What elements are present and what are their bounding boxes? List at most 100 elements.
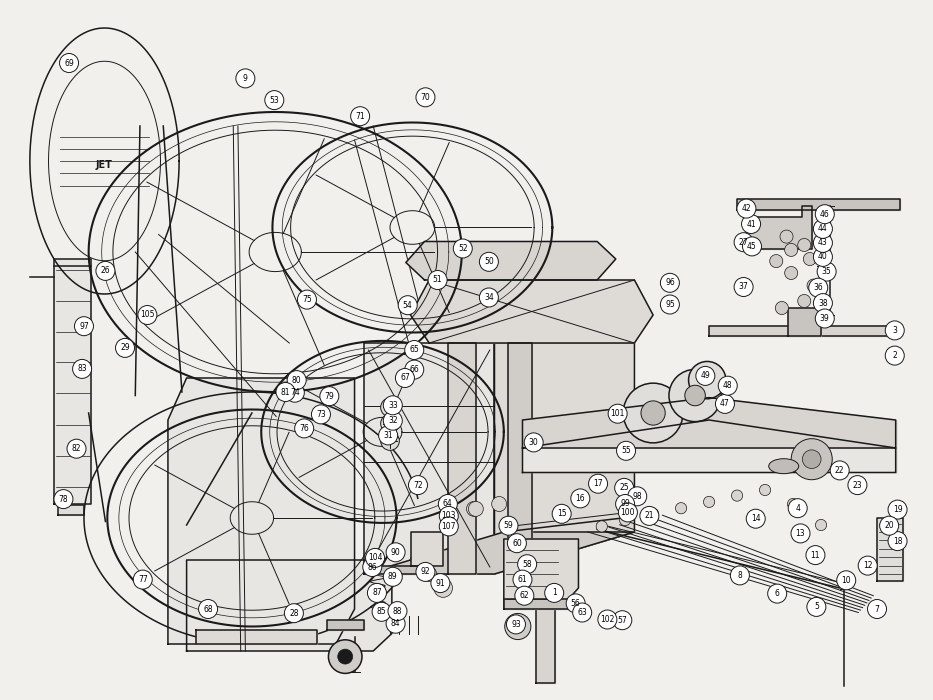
Text: 99: 99 xyxy=(620,500,630,508)
Circle shape xyxy=(788,498,807,518)
Circle shape xyxy=(466,501,481,517)
Circle shape xyxy=(566,594,585,613)
Circle shape xyxy=(815,309,834,328)
Circle shape xyxy=(295,419,313,438)
Circle shape xyxy=(830,461,849,480)
Text: 90: 90 xyxy=(391,548,400,556)
Text: 78: 78 xyxy=(59,495,68,503)
Circle shape xyxy=(675,503,687,514)
Text: 26: 26 xyxy=(101,267,110,275)
Circle shape xyxy=(388,601,407,621)
Circle shape xyxy=(381,398,399,416)
Circle shape xyxy=(598,610,617,629)
Circle shape xyxy=(434,579,453,597)
Circle shape xyxy=(802,450,821,468)
Circle shape xyxy=(60,53,78,73)
Circle shape xyxy=(746,509,765,528)
Text: 7: 7 xyxy=(874,605,880,613)
Text: 19: 19 xyxy=(893,505,902,514)
Circle shape xyxy=(453,239,472,258)
Text: 2: 2 xyxy=(892,351,898,360)
Circle shape xyxy=(817,262,836,281)
Circle shape xyxy=(480,252,498,272)
Circle shape xyxy=(386,614,405,634)
Text: 100: 100 xyxy=(620,508,635,517)
Circle shape xyxy=(780,230,793,243)
Circle shape xyxy=(515,586,534,606)
Circle shape xyxy=(787,498,799,510)
Text: 80: 80 xyxy=(292,376,301,384)
Circle shape xyxy=(351,106,369,126)
Circle shape xyxy=(54,489,73,509)
Circle shape xyxy=(731,566,749,585)
Circle shape xyxy=(742,214,760,234)
Circle shape xyxy=(785,244,798,256)
Circle shape xyxy=(807,279,820,292)
Polygon shape xyxy=(411,280,653,343)
Text: 49: 49 xyxy=(701,372,710,380)
Text: 74: 74 xyxy=(290,389,299,397)
Circle shape xyxy=(138,305,157,325)
Circle shape xyxy=(608,404,627,424)
Text: 65: 65 xyxy=(410,346,419,354)
Circle shape xyxy=(416,562,435,582)
Polygon shape xyxy=(508,343,532,574)
Text: 34: 34 xyxy=(484,293,494,302)
Circle shape xyxy=(524,433,543,452)
Text: 40: 40 xyxy=(818,253,828,261)
Text: 20: 20 xyxy=(884,522,894,530)
Text: 31: 31 xyxy=(383,431,393,440)
Circle shape xyxy=(320,386,339,406)
Text: 30: 30 xyxy=(529,438,538,447)
Circle shape xyxy=(703,496,715,507)
Circle shape xyxy=(422,566,437,582)
Circle shape xyxy=(507,615,525,634)
Circle shape xyxy=(785,267,798,279)
Circle shape xyxy=(798,295,811,307)
Circle shape xyxy=(809,278,828,298)
Circle shape xyxy=(383,395,402,415)
Text: 83: 83 xyxy=(77,365,87,373)
Text: 9: 9 xyxy=(243,74,248,83)
Circle shape xyxy=(116,338,134,358)
Circle shape xyxy=(689,361,726,399)
Circle shape xyxy=(619,503,637,522)
Circle shape xyxy=(628,486,647,506)
Circle shape xyxy=(648,508,659,519)
Circle shape xyxy=(737,199,756,218)
Text: 55: 55 xyxy=(621,447,631,455)
Polygon shape xyxy=(168,378,355,644)
Text: 11: 11 xyxy=(811,551,820,559)
Text: 68: 68 xyxy=(203,605,213,613)
Polygon shape xyxy=(406,241,616,280)
Circle shape xyxy=(571,489,590,508)
Circle shape xyxy=(236,69,255,88)
Circle shape xyxy=(640,506,659,526)
Circle shape xyxy=(505,613,531,640)
Circle shape xyxy=(759,484,771,496)
Text: 29: 29 xyxy=(120,344,130,352)
Text: 14: 14 xyxy=(751,514,760,523)
Text: 86: 86 xyxy=(368,563,377,571)
Circle shape xyxy=(848,475,867,495)
Polygon shape xyxy=(709,326,900,336)
Polygon shape xyxy=(327,620,364,630)
Text: 15: 15 xyxy=(557,510,566,518)
Text: 27: 27 xyxy=(739,238,748,246)
Circle shape xyxy=(383,567,402,587)
Text: 87: 87 xyxy=(372,589,382,597)
Text: 71: 71 xyxy=(355,112,365,120)
Polygon shape xyxy=(536,609,555,682)
Circle shape xyxy=(837,570,856,590)
Circle shape xyxy=(372,602,391,622)
Circle shape xyxy=(718,376,737,396)
Text: 104: 104 xyxy=(368,554,383,562)
Text: 50: 50 xyxy=(484,258,494,266)
Text: 22: 22 xyxy=(835,466,844,475)
Text: 46: 46 xyxy=(820,210,829,218)
Text: 36: 36 xyxy=(814,284,823,292)
Circle shape xyxy=(96,261,115,281)
Circle shape xyxy=(513,570,532,589)
Polygon shape xyxy=(746,206,812,248)
Text: 4: 4 xyxy=(795,504,801,512)
